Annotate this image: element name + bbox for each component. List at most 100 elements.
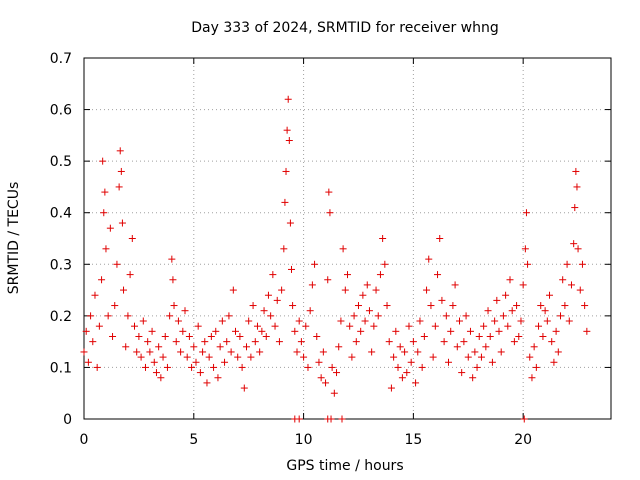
y-tick-label: 0.2 <box>50 309 72 325</box>
data-point <box>401 348 409 356</box>
data-point <box>502 291 510 299</box>
data-point <box>238 363 246 371</box>
data-point <box>420 332 428 340</box>
data-point <box>491 317 499 325</box>
data-point <box>225 312 233 320</box>
data-point <box>330 389 338 397</box>
data-point <box>583 327 591 335</box>
data-point <box>80 348 88 356</box>
data-point <box>403 369 411 377</box>
data-point <box>480 322 488 330</box>
data-point <box>251 338 259 346</box>
data-point <box>82 327 90 335</box>
data-point <box>300 353 308 361</box>
data-point <box>126 271 134 279</box>
data-point <box>275 338 283 346</box>
data-point <box>325 188 333 196</box>
data-point <box>563 260 571 268</box>
data-point <box>288 265 296 273</box>
data-point <box>546 291 554 299</box>
data-point <box>436 235 444 242</box>
data-point <box>504 322 512 330</box>
data-point <box>526 353 534 361</box>
data-point <box>565 317 573 325</box>
data-point <box>271 322 279 330</box>
data-point <box>571 204 579 212</box>
data-point <box>497 348 505 356</box>
data-point <box>510 338 518 346</box>
data-point <box>247 353 255 361</box>
data-point <box>169 276 177 284</box>
data-point <box>423 286 431 294</box>
data-point <box>99 157 107 165</box>
data-point <box>273 296 281 304</box>
x-tick-labels: 0 5 10 15 20 <box>80 432 533 448</box>
data-point <box>464 353 472 361</box>
data-point <box>249 302 257 310</box>
data-point <box>451 281 459 289</box>
data-point <box>363 281 371 289</box>
x-tick-label: 5 <box>189 432 198 448</box>
data-point <box>122 343 130 351</box>
data-point <box>552 327 560 335</box>
y-tick-label: 0.7 <box>50 51 72 67</box>
data-point <box>528 374 536 382</box>
data-point <box>508 307 516 315</box>
data-point <box>370 322 378 330</box>
data-point <box>469 374 477 382</box>
data-point <box>118 219 126 227</box>
data-point <box>227 348 235 356</box>
data-points <box>80 95 591 423</box>
data-point <box>135 332 143 340</box>
data-point <box>578 260 586 268</box>
data-point <box>281 198 289 206</box>
data-point <box>324 276 332 284</box>
data-point <box>104 312 112 320</box>
data-point <box>159 353 167 361</box>
data-point <box>181 307 189 315</box>
data-point <box>361 317 369 325</box>
data-point <box>440 338 448 346</box>
data-point <box>170 302 178 310</box>
data-point <box>120 286 128 294</box>
data-point <box>438 296 446 304</box>
data-point <box>539 332 547 340</box>
data-point <box>346 322 354 330</box>
data-point <box>245 317 253 325</box>
y-tick-label: 0.4 <box>50 206 72 222</box>
y-tick-label: 0.1 <box>50 360 72 376</box>
data-point <box>188 363 196 371</box>
data-point <box>379 235 387 242</box>
data-point <box>258 327 266 335</box>
data-point <box>350 312 358 320</box>
data-point <box>556 312 564 320</box>
data-point <box>155 343 163 351</box>
data-point <box>344 271 351 279</box>
data-point <box>574 245 582 253</box>
data-point <box>431 322 439 330</box>
data-point <box>442 312 450 320</box>
data-point <box>506 276 514 284</box>
x-tick-label: 20 <box>514 432 532 448</box>
data-point <box>333 369 341 377</box>
data-point <box>267 312 275 320</box>
data-point <box>297 338 305 346</box>
data-point <box>561 302 569 310</box>
data-point <box>293 348 301 356</box>
data-point <box>381 260 389 268</box>
data-point <box>495 327 503 335</box>
data-point <box>493 296 501 304</box>
data-point <box>128 235 136 242</box>
data-point <box>475 332 483 340</box>
data-point <box>484 307 492 315</box>
data-point <box>317 374 325 382</box>
data-point <box>203 379 211 387</box>
data-point <box>445 358 453 366</box>
data-point <box>201 338 209 346</box>
data-point <box>229 286 237 294</box>
data-point <box>339 245 347 253</box>
data-point <box>295 317 303 325</box>
data-point <box>394 363 402 371</box>
data-point <box>216 343 224 351</box>
